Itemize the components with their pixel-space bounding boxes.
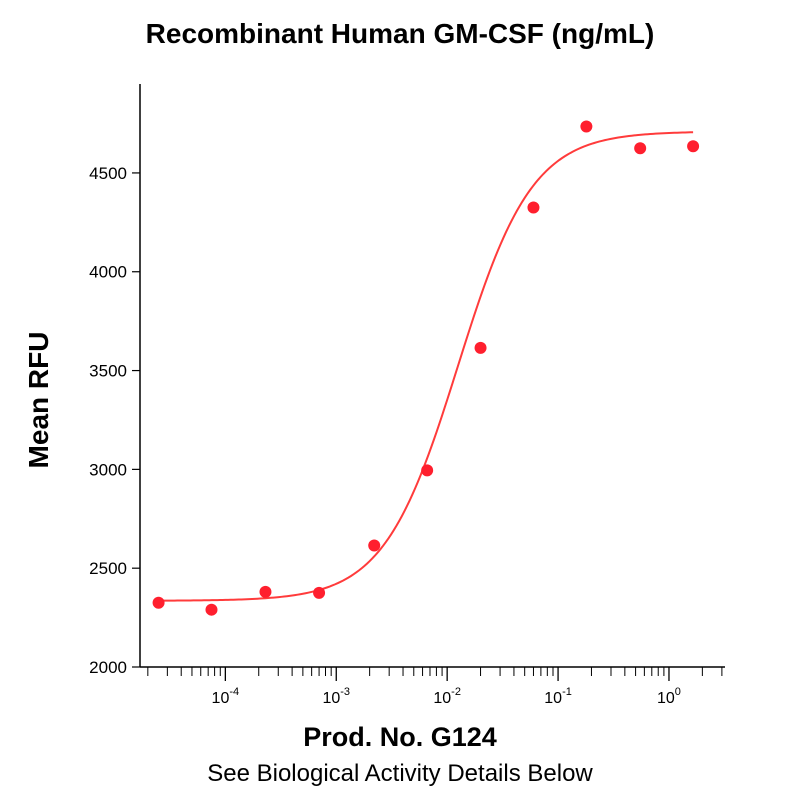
x-axis-label: Prod. No. G124 — [303, 722, 497, 752]
data-point — [474, 341, 487, 354]
data-point — [152, 596, 165, 609]
fit-curve-layer — [158, 131, 694, 602]
chart-title: Recombinant Human GM-CSF (ng/mL) — [145, 18, 655, 49]
data-point — [421, 464, 434, 477]
y-tick-label: 3500 — [89, 362, 127, 381]
data-point — [259, 585, 272, 598]
chart-subtitle: See Biological Activity Details Below — [207, 760, 593, 787]
x-tick-label: 10-4 — [212, 686, 240, 707]
data-point — [580, 120, 593, 133]
data-point — [687, 140, 700, 153]
x-tick-label: 10-2 — [433, 686, 461, 707]
data-point — [368, 539, 381, 552]
axes: 2000 2500 3000 3500 4000 4500 10-4 10-3 10-2 10-1… — [89, 84, 725, 707]
data-point — [313, 586, 326, 599]
data-point — [634, 142, 647, 155]
data-point — [527, 201, 540, 214]
x-tick-label: 10-1 — [544, 686, 572, 707]
y-tick-label: 3000 — [89, 460, 127, 479]
y-tick-label: 4500 — [89, 164, 127, 183]
fit-curve — [158, 131, 694, 602]
y-tick-label: 2000 — [89, 658, 127, 677]
data-points-layer — [152, 120, 700, 616]
data-point — [205, 603, 218, 616]
y-axis-label: Mean RFU — [23, 332, 54, 469]
x-tick-label: 10-3 — [322, 686, 350, 707]
y-tick-label: 4000 — [89, 263, 127, 282]
y-tick-label: 2500 — [89, 559, 127, 578]
x-tick-label: 100 — [657, 686, 681, 707]
